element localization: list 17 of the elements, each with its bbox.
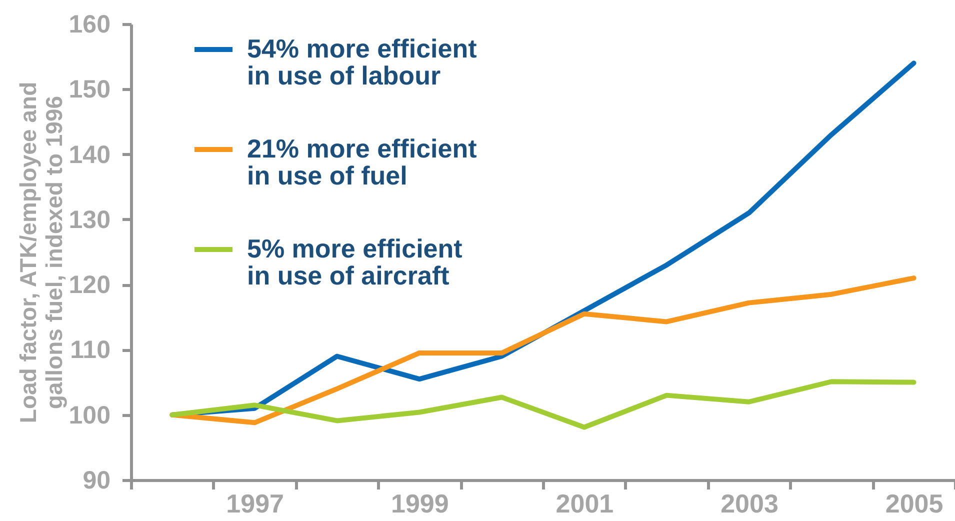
y-axis-title: Load factor, ATK/employee and gallons fuel, indexed to 1996 bbox=[14, 82, 67, 424]
y-tick-label: 140 bbox=[68, 140, 110, 169]
x-tick-label: 1999 bbox=[390, 488, 449, 518]
y-tick-label: 90 bbox=[82, 466, 110, 494]
y-tick-label: 110 bbox=[70, 336, 110, 364]
x-tick-label: 2003 bbox=[720, 488, 778, 518]
x-tick-label: 2005 bbox=[885, 488, 944, 518]
x-tick-label: 1997 bbox=[226, 488, 284, 518]
y-tick-label: 160 bbox=[68, 10, 110, 38]
legend-label: 21% more efficient in use of fuel bbox=[247, 134, 478, 190]
y-tick-label: 120 bbox=[68, 271, 110, 300]
x-tick-label: 2001 bbox=[556, 488, 614, 518]
legend-label: 5% more efficient in use of aircraft bbox=[247, 234, 463, 290]
y-tick-label: 100 bbox=[68, 401, 110, 430]
y-tick-label: 150 bbox=[68, 76, 110, 104]
legend-label: 54% more efficient in use of labour bbox=[247, 34, 478, 90]
y-tick-label: 130 bbox=[68, 206, 110, 234]
